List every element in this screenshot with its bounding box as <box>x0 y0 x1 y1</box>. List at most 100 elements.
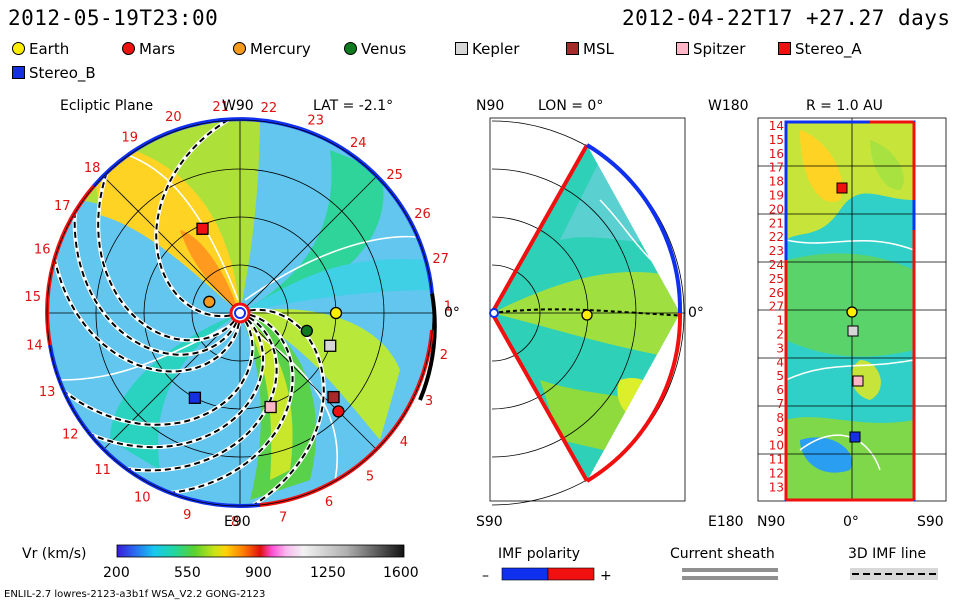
imf-minus-label: – <box>482 568 489 584</box>
imf-spiral-line <box>219 308 325 506</box>
r-label: R = 1.0 AU <box>806 98 883 114</box>
colorbar: Vr (km/s) 200 550 900 1250 1600 <box>22 544 419 581</box>
synoptic-row-label: 12 <box>769 467 784 481</box>
synoptic-stereo-a-marker <box>836 182 848 194</box>
synoptic-n90-label: N90 <box>757 514 785 530</box>
carrington-label: 23 <box>307 113 324 128</box>
synoptic-row-label: 16 <box>769 147 784 161</box>
carrington-label: 10 <box>134 491 151 506</box>
legend-circle-icon <box>12 42 25 55</box>
ecliptic-msl-marker <box>327 390 340 404</box>
meridional-panel: N90 LON = 0° S90 0° <box>476 98 704 530</box>
legend-item-stereo-a: Stereo_A <box>778 40 862 58</box>
legend-label: Venus <box>361 40 407 58</box>
colorbar-tick-1: 550 <box>174 565 201 581</box>
imf-positive-swatch <box>547 567 595 581</box>
carrington-label: 19 <box>122 131 139 146</box>
synoptic-panel: 1415161718192021222324252627123456789101… <box>708 98 947 530</box>
synoptic-spitzer-marker <box>852 375 864 387</box>
synoptic-kepler-marker <box>847 325 859 337</box>
ecliptic-stereo-b-marker <box>188 391 202 404</box>
legend-label: Stereo_B <box>29 64 96 82</box>
carrington-label: 20 <box>165 110 182 125</box>
carrington-label: 7 <box>279 511 287 526</box>
carrington-label: 3 <box>425 394 433 409</box>
ecliptic-earth-marker <box>329 306 343 320</box>
imf-spiral-line <box>133 313 294 496</box>
synoptic-row-label: 4 <box>776 355 784 369</box>
synoptic-row-label: 23 <box>769 244 784 258</box>
w180-label: W180 <box>708 98 749 114</box>
legend-label: Spitzer <box>693 40 746 58</box>
imf3d-title: 3D IMF line <box>848 546 926 562</box>
carrington-label: 27 <box>432 252 449 267</box>
carrington-label: 11 <box>94 463 111 478</box>
footer-text: ENLIL-2.7 lowres-2123-a3b1f WSA_V2.2 GON… <box>4 589 265 600</box>
carrington-label: 18 <box>84 161 101 176</box>
current-sheath-line <box>682 568 778 572</box>
synoptic-row-label: 26 <box>769 286 784 300</box>
synoptic-row-label: 13 <box>769 480 784 494</box>
legend-item-msl: MSL <box>566 40 614 58</box>
imf-plus-label: + <box>600 568 612 584</box>
imf3d-legend: 3D IMF line <box>848 546 938 580</box>
synoptic-row-label: 27 <box>769 300 784 314</box>
synoptic-row-label: 2 <box>776 328 784 342</box>
lon-label: LON = 0° <box>538 98 603 114</box>
ecliptic-objects <box>188 222 345 418</box>
carrington-label: 24 <box>350 136 367 151</box>
imf-spiral-line <box>97 139 235 342</box>
ecliptic-venus-marker <box>300 324 313 338</box>
synoptic-row-label: 14 <box>769 119 784 133</box>
current-sheath-legend: Current sheath <box>670 546 778 580</box>
synoptic-row-label: 20 <box>769 202 784 216</box>
imf-polarity-title: IMF polarity <box>498 546 580 562</box>
imf-spiral-line <box>47 320 254 426</box>
run-time: 2012-04-22T17 +27.27 days <box>622 6 951 30</box>
legend-label: Stereo_A <box>795 40 862 58</box>
synoptic-earth-marker <box>846 306 858 318</box>
meridional-zero-label: 0° <box>688 305 704 321</box>
synoptic-row-label: 19 <box>769 189 784 203</box>
legend-item-mars: Mars <box>122 40 175 58</box>
synoptic-row-label: 25 <box>769 272 784 286</box>
carrington-label: 12 <box>62 427 79 442</box>
imf-spiral-line <box>155 120 261 318</box>
ecliptic-mars-marker <box>332 405 345 418</box>
legend-square-icon <box>12 66 25 79</box>
legend-item-spitzer: Spitzer <box>676 40 745 58</box>
legend-label: MSL <box>583 40 614 58</box>
synoptic-zero-label: 0° <box>843 514 859 530</box>
colorbar-tick-3: 1250 <box>310 565 346 581</box>
zero-label: 0° <box>444 305 460 321</box>
e90-label: E90 <box>224 514 251 530</box>
synoptic-row-label: 11 <box>769 453 784 467</box>
n90-label: N90 <box>476 98 504 114</box>
colorbar-label: Vr (km/s) <box>22 546 86 562</box>
w90-label: W90 <box>222 98 254 114</box>
carrington-label: 2 <box>440 348 448 363</box>
legend-label: Earth <box>29 40 70 58</box>
synoptic-row-label: 22 <box>769 230 784 244</box>
imf-negative-swatch <box>501 567 549 581</box>
imf-spiral-line <box>49 222 240 373</box>
s90-label: S90 <box>476 514 503 530</box>
carrington-label: 8 <box>231 515 239 530</box>
lat-label: LAT = -2.1° <box>313 98 393 114</box>
carrington-label: 1 <box>444 300 452 315</box>
e180-label: E180 <box>708 514 744 530</box>
current-sheath-title: Current sheath <box>670 546 775 562</box>
legend-square-icon <box>566 42 579 55</box>
synoptic-row-label: 5 <box>776 369 784 383</box>
imf-spiral-line <box>56 318 265 449</box>
synoptic-row-label: 24 <box>769 258 784 272</box>
carrington-label: 13 <box>39 385 56 400</box>
ecliptic-stereo-a-marker <box>196 222 209 235</box>
synoptic-s90-label: S90 <box>917 514 944 530</box>
legend-square-icon <box>676 42 689 55</box>
synoptic-row-label: 10 <box>769 439 784 453</box>
carrington-label: 21 <box>212 100 229 115</box>
colorbar-tick-2: 900 <box>245 565 272 581</box>
synoptic-row-label: 7 <box>776 397 784 411</box>
